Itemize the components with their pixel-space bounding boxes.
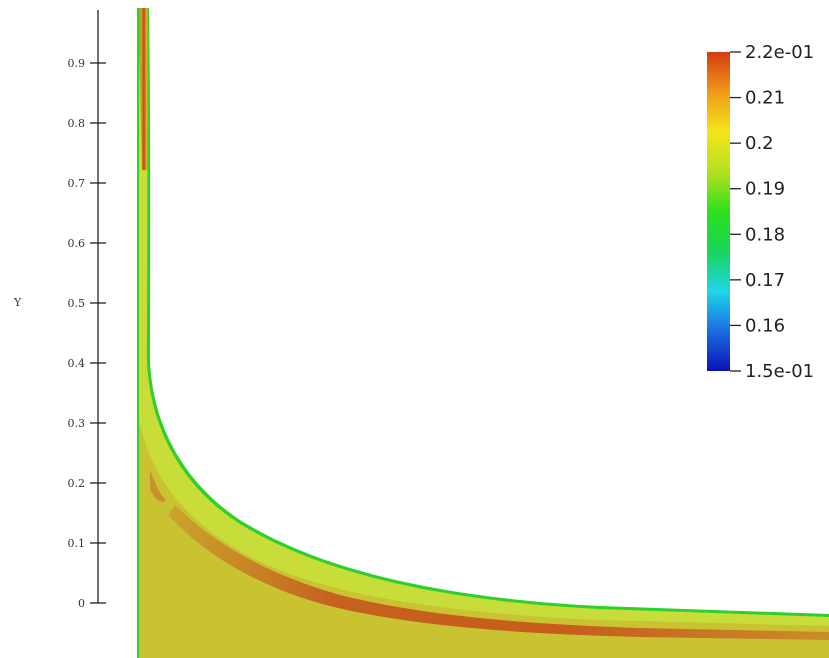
y-tick-label: 0.7 [68,177,86,190]
colorbar-ticks: 2.2e-01 0.21 0.2 0.19 0.18 0.17 0.16 1.5e-01 [730,42,814,382]
y-tick-label: 0.6 [68,237,86,250]
colorbar-tick-label: 1.5e-01 [745,361,814,382]
colorbar-tick-label: 0.19 [745,179,785,200]
colorbar-tick-label: 0.17 [745,270,785,291]
y-tick-label: 0.9 [68,57,86,70]
colorbar-tick-label: 2.2e-01 [745,42,814,63]
colorbar-tick-label: 0.21 [745,88,785,109]
y-tick-label: 0.4 [68,357,86,370]
y-tick-label: 0.2 [68,477,86,490]
colorbar-bar [707,52,730,371]
y-tick-label: 0 [78,597,85,610]
colorbar: 2.2e-01 0.21 0.2 0.19 0.18 0.17 0.16 1.5e-01 [707,42,814,382]
colorbar-tick-label: 0.2 [745,133,774,154]
y-tick-label: 0.1 [68,537,86,550]
colorbar-tick-label: 0.16 [745,315,785,336]
y-axis-title: Y [13,296,22,309]
y-tick-label: 0.3 [68,417,86,430]
colorbar-tick-label: 0.18 [745,224,785,245]
y-tick-label: 0.5 [68,297,86,310]
y-ticks: 0 0.1 0.2 0.3 0.4 0.5 0.6 0.7 0.8 0.9 [68,57,107,610]
y-axis: 0 0.1 0.2 0.3 0.4 0.5 0.6 0.7 0.8 0.9 Y [13,10,106,610]
y-tick-label: 0.8 [68,117,86,130]
